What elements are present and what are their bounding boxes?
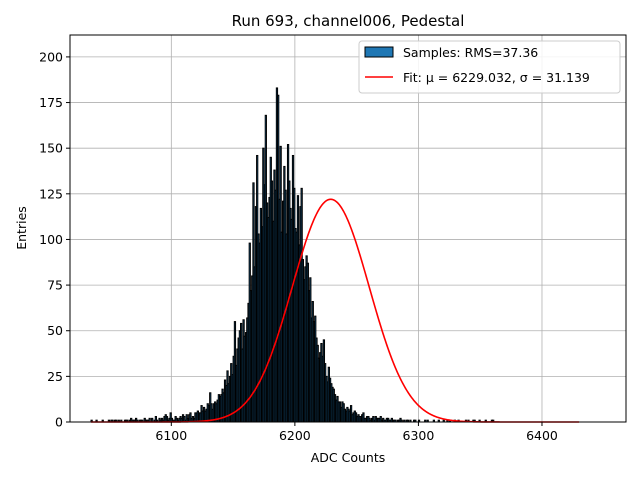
y-tick-label: 50 xyxy=(47,323,63,338)
x-tick-label: 6200 xyxy=(279,428,311,443)
x-tick-label: 6100 xyxy=(155,428,187,443)
legend-samples-swatch xyxy=(364,46,394,58)
y-tick-label: 150 xyxy=(39,141,63,156)
y-axis-ticks: 0 25 50 75 100 125 150 175 200 xyxy=(39,49,70,430)
x-tick-label: 6400 xyxy=(526,428,558,443)
x-axis-ticks: 6100 6200 6300 6400 xyxy=(155,422,558,443)
y-tick-label: 125 xyxy=(39,186,63,201)
y-tick-label: 25 xyxy=(47,369,63,384)
y-tick-label: 175 xyxy=(39,95,63,110)
legend-samples-label: Samples: RMS=37.36 xyxy=(403,45,538,60)
y-tick-label: 200 xyxy=(39,49,63,64)
chart-title: Run 693, channel006, Pedestal xyxy=(232,12,465,30)
y-tick-label: 100 xyxy=(39,232,63,247)
legend: Samples: RMS=37.36 Fit: μ = 6229.032, σ … xyxy=(358,40,621,94)
x-axis-label: ADC Counts xyxy=(311,450,386,465)
y-axis-label: Entries xyxy=(14,206,29,250)
y-tick-label: 75 xyxy=(47,278,63,293)
x-tick-label: 6300 xyxy=(403,428,435,443)
legend-fit-label: Fit: μ = 6229.032, σ = 31.139 xyxy=(403,70,590,85)
legend-box xyxy=(358,40,621,94)
plot-frame xyxy=(69,34,627,423)
y-tick-label: 0 xyxy=(55,415,63,430)
